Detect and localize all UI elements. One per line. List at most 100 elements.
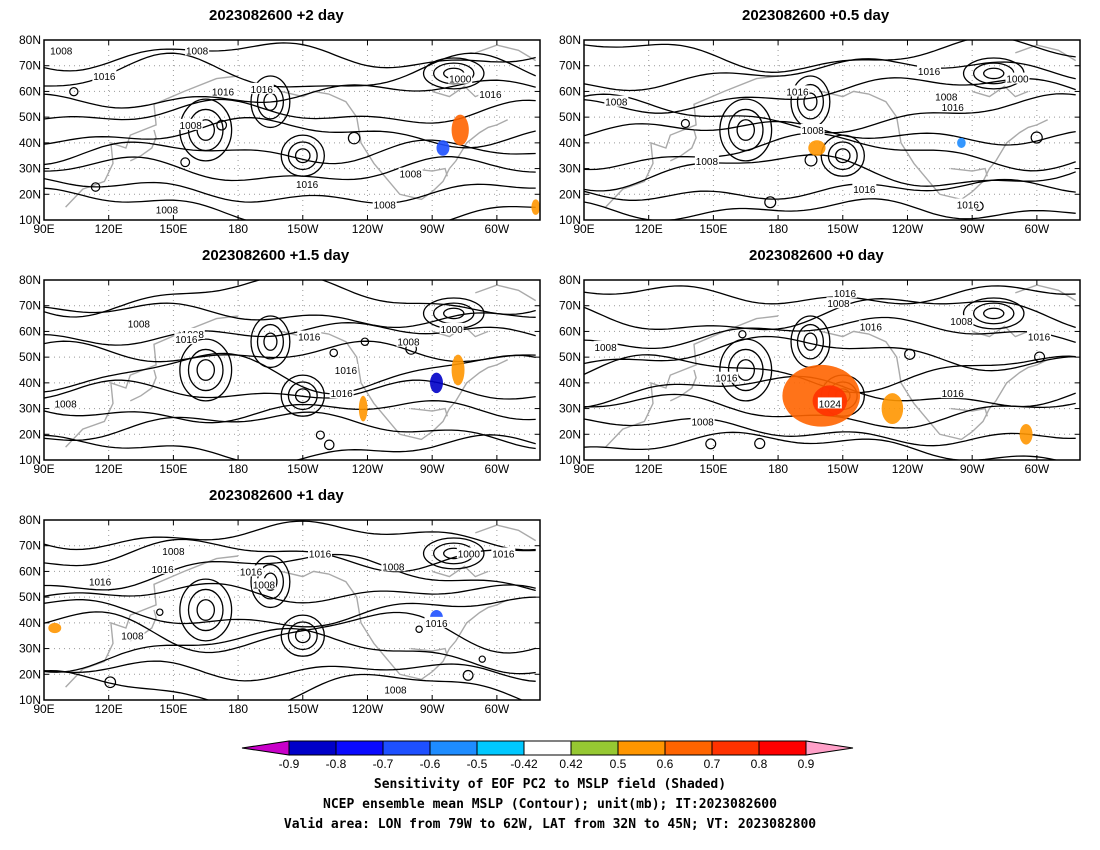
pressure-system	[294, 628, 311, 644]
y-tick-label: 50N	[19, 590, 41, 604]
x-tick-label: 60W	[1025, 462, 1050, 476]
pressure-system	[280, 374, 325, 417]
contour-label: 1008	[156, 206, 179, 217]
contour-label: 1008	[382, 562, 405, 573]
contour-label-bg	[398, 167, 423, 179]
contour-label-bg	[934, 90, 959, 102]
coastline	[605, 315, 779, 448]
contour-label: 1008	[696, 157, 719, 168]
y-tick-label: 10N	[19, 213, 41, 227]
contour-label-bg	[174, 333, 199, 345]
coastline	[669, 129, 697, 162]
small-contour	[754, 437, 766, 450]
contour-label: 1016	[251, 85, 274, 96]
colorbar-tick-label: -0.5	[467, 757, 488, 771]
contour-label: 1008	[691, 417, 714, 428]
contour-label-bg	[478, 88, 503, 99]
sensitivity-shading	[358, 395, 368, 422]
contour-label-bg	[126, 317, 151, 329]
small-contour	[216, 119, 228, 131]
x-tick-label: 150W	[287, 222, 319, 236]
small-contour	[462, 669, 474, 681]
contour-label-bg	[593, 340, 618, 352]
isobar	[584, 298, 1076, 331]
contour-label: 1016	[89, 578, 112, 589]
colorbar-max-arrow	[805, 740, 854, 756]
panel-title-5: 2023082600 +1 day	[209, 487, 344, 504]
contour-label: 1016	[860, 322, 883, 333]
contour-label: 1000	[1006, 75, 1029, 86]
pressure-system	[294, 388, 311, 404]
isobar	[584, 93, 1076, 134]
colorbar-swatch	[758, 740, 807, 756]
pressure-system	[983, 307, 1005, 320]
small-contour	[329, 348, 339, 358]
small-contour	[1034, 351, 1046, 363]
isobar	[44, 611, 536, 654]
contour-label: 1024	[819, 399, 842, 410]
contour-label-bg	[448, 72, 473, 84]
x-tick-label: 120E	[95, 702, 123, 716]
x-tick-label: 90E	[33, 462, 54, 476]
pressure-system	[422, 57, 485, 90]
contour-label: 1008	[180, 121, 203, 132]
colorbar-tick-label: -0.9	[279, 757, 300, 771]
pressure-system	[422, 537, 485, 570]
colorbar-swatch	[617, 740, 666, 756]
colorbar-tick-label: 0.5	[610, 757, 627, 771]
coastline	[821, 90, 1049, 201]
colorbar-swatch	[523, 740, 572, 756]
pressure-system	[834, 148, 851, 164]
x-tick-label: 90W	[420, 702, 445, 716]
y-tick-label: 80N	[19, 513, 41, 527]
contour-label-bg	[88, 575, 113, 587]
x-tick-label: 120W	[892, 462, 924, 476]
colorbar-min-arrow	[241, 740, 290, 756]
x-tick-label: 90W	[420, 462, 445, 476]
contour-label: 1008	[374, 201, 397, 212]
pressure-system	[250, 75, 291, 129]
coastline	[431, 565, 489, 578]
map-panel-3: 10081008101610161000100810161008101690E1…	[19, 273, 541, 476]
isobar	[44, 434, 536, 460]
colorbar-tick-label: 0.7	[704, 757, 721, 771]
contour-label-bg	[381, 560, 406, 572]
isobar	[44, 280, 536, 318]
y-tick-label: 60N	[559, 84, 581, 98]
contour-label: 1008	[186, 46, 209, 57]
coastline	[129, 129, 157, 162]
contour-label: 1008	[54, 399, 77, 410]
y-tick-label: 70N	[19, 539, 41, 553]
x-tick-label: 120E	[635, 222, 663, 236]
isobar	[584, 316, 1076, 350]
contour-label-bg	[424, 616, 449, 628]
contour-label-bg	[383, 683, 408, 695]
isobar	[584, 77, 1076, 114]
colorbar-tick-label: -0.8	[326, 757, 347, 771]
contour-label: 1016	[479, 90, 502, 101]
contour-label: 1016	[425, 619, 448, 630]
contour-label-bg	[858, 320, 883, 332]
isobar	[584, 154, 1076, 192]
contour-label: 1008	[935, 93, 958, 104]
map-panel-5: 1008 1016 1000 1016 1016 1016 1008 1016 1008 1008…	[19, 513, 541, 716]
y-tick-label: 10N	[19, 453, 41, 467]
small-contour	[69, 87, 79, 97]
colorbar-swatch	[476, 740, 525, 756]
colorbar-tick-label: -0.6	[420, 757, 441, 771]
isobar	[44, 156, 536, 182]
contour-label: 1016	[93, 72, 116, 83]
contour-label: 1016	[240, 567, 263, 578]
x-tick-label: 60W	[485, 702, 510, 716]
coastline	[431, 325, 489, 338]
x-tick-label: 150E	[699, 222, 727, 236]
contour-label-bg	[53, 397, 78, 409]
small-contour	[90, 182, 101, 192]
contour-label-bg	[1005, 72, 1030, 84]
isobar	[44, 538, 536, 573]
pressure-system	[287, 621, 318, 651]
coastline	[821, 330, 1049, 441]
y-tick-label: 80N	[19, 273, 41, 287]
coastline	[281, 570, 509, 681]
